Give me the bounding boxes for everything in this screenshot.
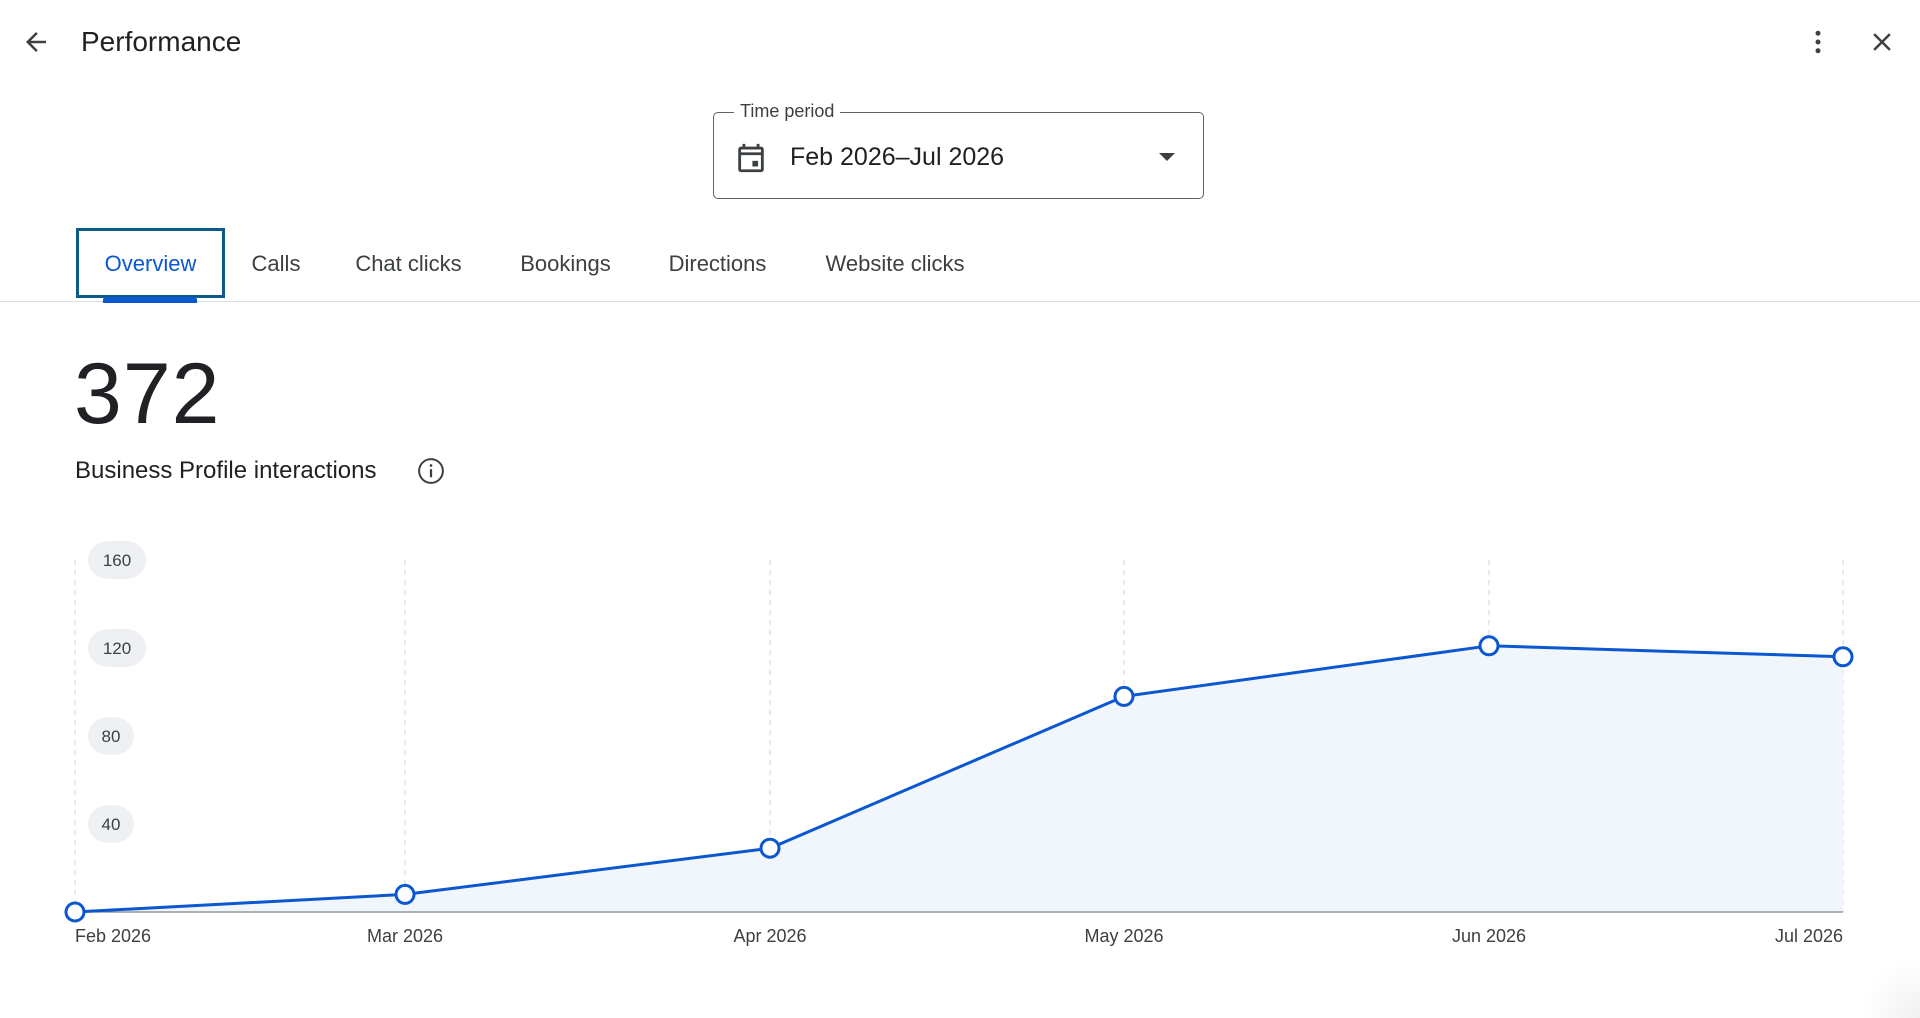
info-icon: [418, 458, 444, 484]
close-button[interactable]: [1862, 22, 1902, 62]
time-period-label: Time period: [734, 99, 841, 123]
y-tick-label: 120: [103, 639, 131, 658]
page-title: Performance: [81, 26, 242, 57]
arrow-back-icon: [26, 32, 46, 52]
x-tick-label: Jun 2026: [1452, 926, 1526, 946]
data-point: [759, 837, 781, 859]
x-tick-label: Feb 2026: [75, 926, 151, 946]
y-tick-pill: [88, 541, 146, 579]
tab-calls[interactable]: Calls: [251, 251, 301, 276]
y-tick-pill: [88, 717, 134, 755]
y-tick-pill: [88, 805, 134, 843]
time-period-select[interactable]: Time period Feb 2026–Jul 2026: [713, 99, 1204, 199]
tab-overview[interactable]: Overview: [76, 228, 225, 298]
series-line: [74, 644, 1844, 914]
y-tick-label: 80: [102, 727, 121, 746]
tab-chat-clicks[interactable]: Chat clicks: [355, 251, 462, 276]
x-tick-label: Mar 2026: [367, 926, 443, 946]
metric-value: 372: [74, 346, 221, 442]
x-tick-label: Jul 2026: [1775, 926, 1843, 946]
data-point: [394, 883, 416, 905]
info-button[interactable]: [415, 455, 447, 487]
corner-shadow: [1860, 958, 1920, 1018]
x-tick-label: May 2026: [1084, 926, 1163, 946]
more-options-button[interactable]: [1798, 22, 1838, 62]
active-tab-indicator: [103, 297, 197, 303]
close-icon: [1873, 33, 1891, 51]
back-button[interactable]: [16, 22, 56, 62]
more-vert-icon: [1815, 30, 1821, 54]
calendar-icon: [738, 143, 764, 173]
tab-bookings[interactable]: Bookings: [520, 251, 611, 276]
data-point: [1478, 635, 1500, 657]
header-bar: Performance: [0, 0, 1920, 84]
area-fill: [75, 645, 1843, 912]
data-point: [1113, 685, 1135, 707]
data-point: [64, 901, 86, 923]
y-tick-pill: [88, 629, 146, 667]
y-tick-label: 160: [103, 551, 131, 570]
metric-label: Business Profile interactions: [75, 457, 377, 484]
y-tick-label: 40: [102, 815, 121, 834]
tab-directions[interactable]: Directions: [668, 251, 767, 276]
dropdown-arrow-icon: [1159, 153, 1175, 161]
data-point: [1832, 646, 1854, 668]
interactions-chart: 40 80 120 160 Feb 2026 Mar 2026 Apr 2026 May 20…: [64, 541, 1854, 946]
tab-bar: Overview Calls Chat clicks Bookings Dire…: [0, 226, 1920, 302]
tab-website-clicks[interactable]: Website clicks: [825, 251, 965, 276]
time-period-value: Feb 2026–Jul 2026: [790, 143, 1005, 171]
x-tick-label: Apr 2026: [733, 926, 806, 946]
